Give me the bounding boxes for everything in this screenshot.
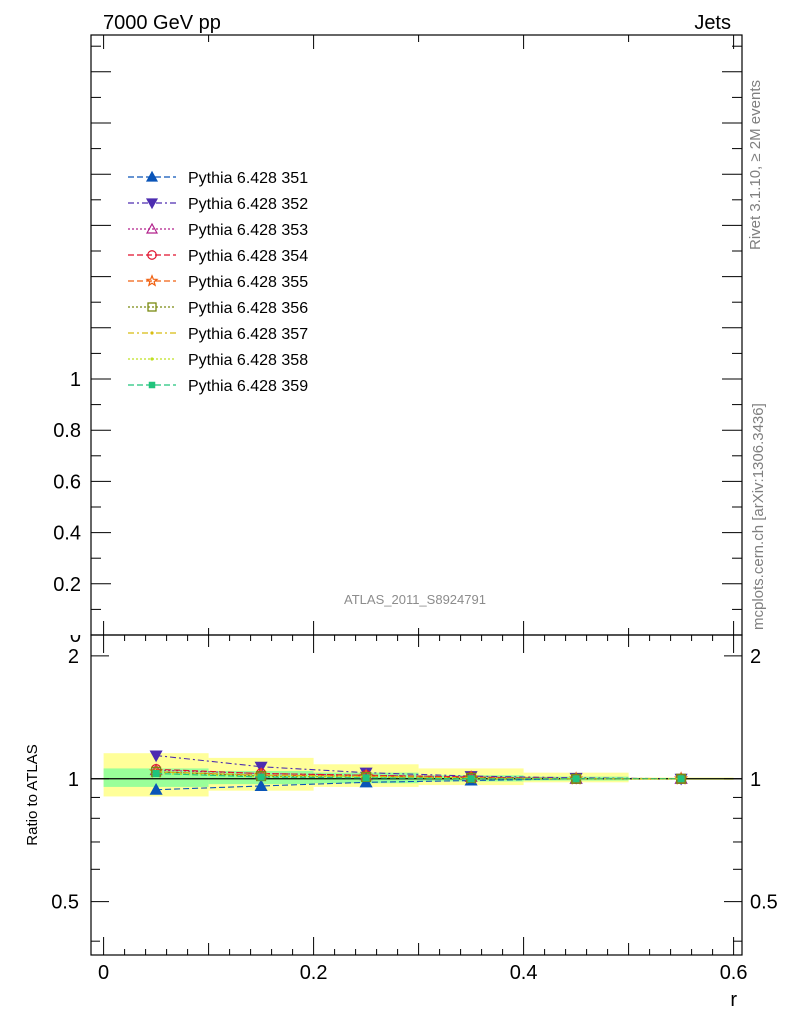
legend-item: Pythia 6.428 353 — [128, 222, 308, 239]
main-y-tick-label: 1 — [70, 369, 81, 391]
data-point — [147, 250, 157, 260]
side-label-upper: Rivet 3.1.10, ≥ 2M events — [747, 80, 764, 250]
y-tick-label-right: 0.5 — [750, 892, 778, 914]
data-point — [147, 302, 157, 312]
x-axis-label: r — [730, 989, 737, 1011]
ratio-tick-labels: 0 0.2 0.4 0.6 0.5 0.5 1 1 2 2 — [51, 646, 778, 984]
x-tick-label: 0.4 — [510, 962, 538, 984]
data-point — [467, 775, 475, 783]
ratio-frame — [90, 634, 743, 956]
legend-item: Pythia 6.428 356 — [128, 300, 308, 317]
legend-label: Pythia 6.428 359 — [188, 378, 308, 395]
legend-label: Pythia 6.428 352 — [188, 196, 308, 213]
y-tick-label: 0.5 — [51, 892, 79, 914]
legend-label: Pythia 6.428 353 — [188, 222, 308, 239]
x-tick-label: 0 — [98, 962, 109, 984]
legend-label: Pythia 6.428 357 — [188, 326, 308, 343]
data-point — [362, 774, 370, 782]
data-point — [149, 782, 163, 795]
legend-label: Pythia 6.428 354 — [188, 248, 308, 265]
y-tick-label: 1 — [68, 769, 79, 791]
data-point — [145, 274, 159, 287]
data-point — [150, 331, 154, 335]
legend-label: Pythia 6.428 351 — [188, 170, 308, 187]
legend-label: Pythia 6.428 358 — [188, 352, 308, 369]
y-axis-label: Ratio to ATLAS — [24, 744, 41, 845]
data-point — [149, 750, 163, 763]
ratio-panel: 0 0.2 0.4 0.6 0.5 0.5 1 1 2 2 Ratio to ATLAS r — [24, 634, 778, 1011]
header-right: Jets — [694, 12, 731, 34]
side-label-lower: mcplots.cern.ch [arXiv:1306.3436] — [750, 403, 767, 630]
main-y-tick-labels: 0 0.2 0.4 0.6 0.8 1 — [53, 369, 81, 647]
data-point — [254, 779, 268, 791]
legend-item: Pythia 6.428 351 — [128, 170, 308, 187]
main-y-tick-label: 0.6 — [53, 471, 81, 493]
y-tick-label-right: 2 — [750, 646, 761, 668]
data-point — [150, 357, 154, 361]
data-point — [145, 170, 159, 182]
x-tick-label: 0.2 — [300, 962, 328, 984]
legend: Pythia 6.428 351 Pythia 6.428 352 Pythia 6… — [128, 170, 308, 395]
y-tick-label: 2 — [68, 646, 79, 668]
main-frame — [90, 34, 743, 636]
legend-item: Pythia 6.428 354 — [128, 248, 308, 265]
main-panel: 0 0.2 0.4 0.6 0.8 1 ATLAS_2011_S8924791 Pythi… — [53, 34, 743, 647]
legend-item: Pythia 6.428 352 — [128, 196, 308, 213]
data-point — [152, 769, 160, 778]
legend-label: Pythia 6.428 356 — [188, 300, 308, 317]
series — [152, 769, 685, 783]
analysis-label: ATLAS_2011_S8924791 — [344, 592, 486, 607]
header-left: 7000 GeV pp — [103, 12, 221, 34]
legend-item: Pythia 6.428 359 — [128, 378, 308, 395]
tick-label-mask — [60, 627, 90, 635]
main-y-tick-label: 0.4 — [53, 523, 81, 545]
main-y-tick-label: 0 — [70, 625, 81, 647]
legend-label: Pythia 6.428 355 — [188, 274, 308, 291]
main-y-tick-label: 0.2 — [53, 574, 81, 596]
data-point — [677, 775, 685, 783]
band-green — [103, 768, 209, 787]
legend-item: Pythia 6.428 358 — [128, 352, 308, 369]
data-point — [145, 198, 159, 210]
data-point — [572, 775, 580, 783]
ratio-series — [149, 750, 689, 795]
legend-item: Pythia 6.428 355 — [128, 274, 308, 291]
main-y-tick-label: 0.8 — [53, 420, 81, 442]
legend-item: Pythia 6.428 357 — [128, 326, 308, 343]
data-point — [148, 381, 156, 389]
x-tick-label: 0.6 — [720, 962, 748, 984]
ratio-ticks — [91, 635, 742, 955]
series-line — [156, 754, 682, 780]
data-point — [145, 222, 159, 234]
y-tick-label-right: 1 — [750, 769, 761, 791]
data-point — [257, 773, 265, 781]
series-line — [156, 772, 682, 780]
